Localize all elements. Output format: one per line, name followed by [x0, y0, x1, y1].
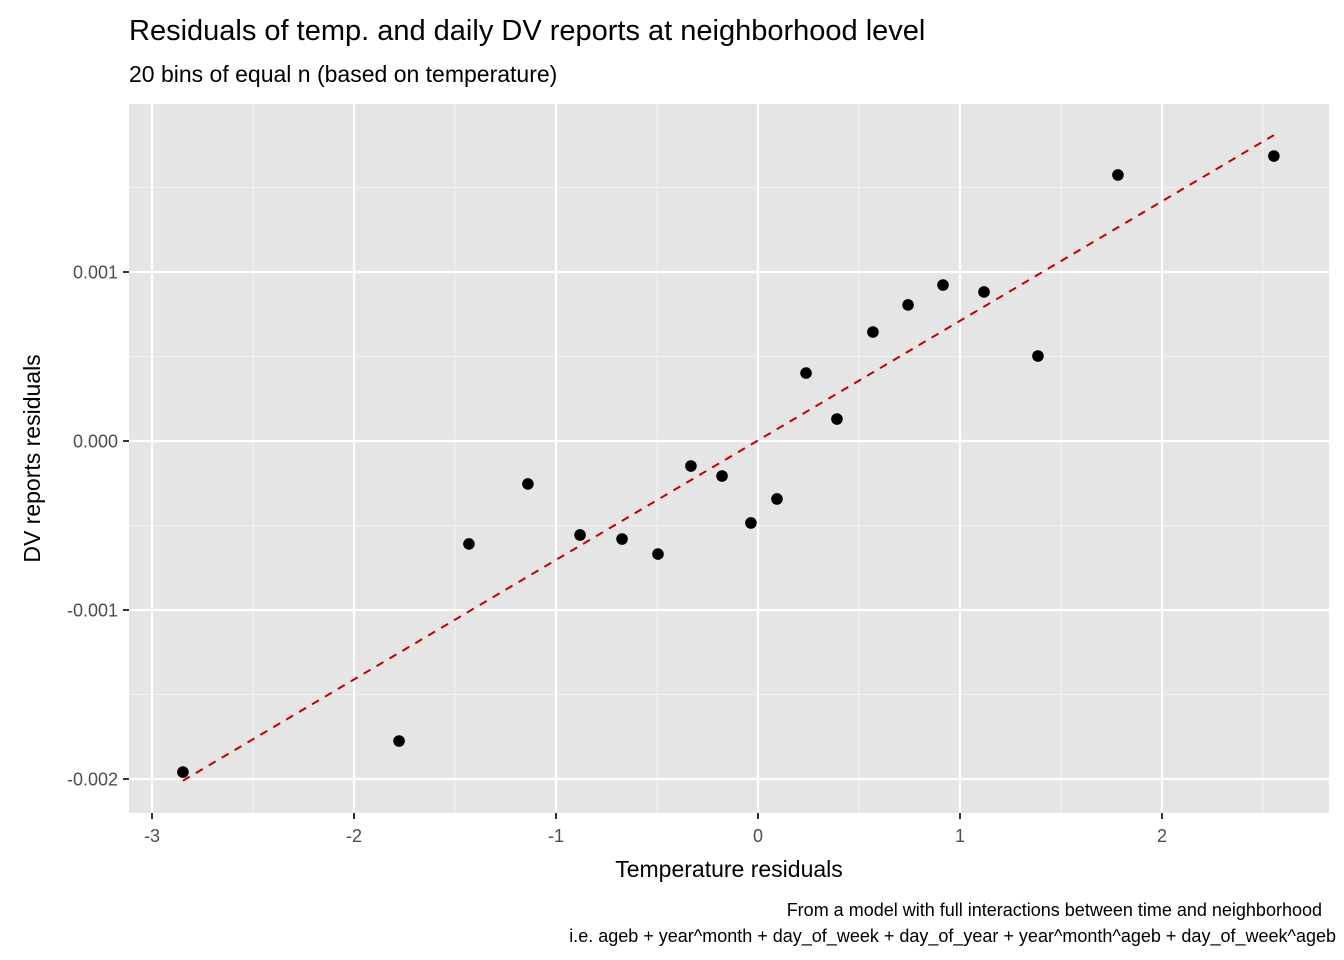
x-axis-title: Temperature residuals: [615, 856, 843, 882]
x-tick-label: -3: [144, 826, 160, 846]
data-points: [177, 150, 1280, 778]
chart-title: Residuals of temp. and daily DV reports …: [129, 15, 925, 47]
data-point: [1112, 169, 1124, 181]
data-point: [902, 299, 914, 311]
chart-subtitle: 20 bins of equal n (based on temperature…: [129, 61, 557, 87]
y-tick-label: 0.000: [73, 432, 118, 452]
data-point: [652, 548, 664, 560]
caption-line-1: From a model with full interactions betw…: [787, 900, 1322, 920]
data-point: [978, 286, 990, 298]
data-point: [574, 529, 586, 541]
data-point: [716, 470, 728, 482]
data-point: [177, 766, 189, 778]
data-point: [867, 326, 879, 338]
y-tick-label: -0.001: [67, 601, 118, 621]
x-tick-label: 0: [753, 826, 763, 846]
x-tick-label: 2: [1157, 826, 1167, 846]
x-tick-label: 1: [955, 826, 965, 846]
y-axis-title: DV reports residuals: [19, 354, 45, 562]
data-point: [522, 478, 534, 490]
data-point: [771, 493, 783, 505]
minor-gridlines: [129, 104, 1329, 813]
data-point: [463, 538, 475, 550]
data-point: [616, 533, 628, 545]
fit-line: [182, 134, 1275, 782]
data-point: [745, 517, 757, 529]
data-point: [1032, 350, 1044, 362]
data-point: [831, 413, 843, 425]
y-axis: -0.002 -0.001 0.000 0.001: [67, 262, 129, 790]
x-tick-label: -2: [346, 826, 362, 846]
caption-line-2: i.e. ageb + year^month + day_of_week + d…: [569, 926, 1336, 947]
data-point: [393, 735, 405, 747]
major-gridlines: [129, 104, 1329, 813]
data-point: [937, 279, 949, 291]
x-axis: -3 -2 -1 0 1 2: [144, 813, 1167, 846]
y-tick-label: -0.002: [67, 770, 118, 790]
y-tick-label: 0.001: [73, 262, 118, 282]
data-point: [1268, 150, 1280, 162]
data-point: [800, 367, 812, 379]
data-point: [685, 460, 697, 472]
x-tick-label: -1: [548, 826, 564, 846]
